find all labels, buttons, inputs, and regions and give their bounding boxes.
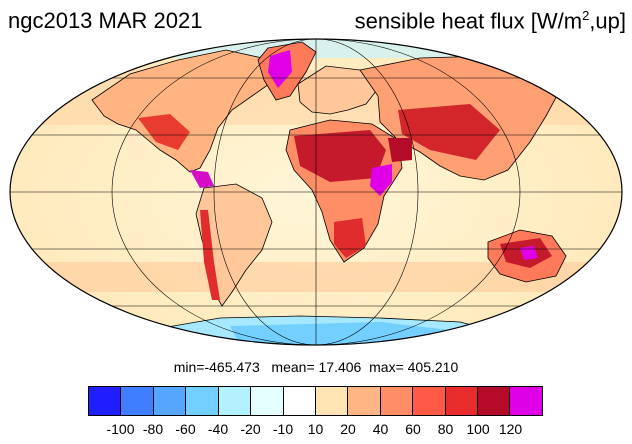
plot-title-left: ngc2013 MAR 2021 [8,8,203,33]
plot-title-right: sensible heat flux [W/m2,up] [355,8,626,34]
colorbar-tick-label: 100 [466,421,490,437]
colorbar-cell [251,387,284,415]
colorbar-tick-label: 80 [437,421,454,437]
colorbar-cell [413,387,446,415]
southern-africa-hotspot [334,218,366,258]
title-right-superscript: 2 [582,8,590,23]
colorbar [88,386,543,416]
min-label: min= [173,359,205,375]
colorbar-cell [348,387,381,415]
colorbar-cell [283,387,316,415]
central-america-hotspot [190,170,214,188]
colorbar-cell [153,387,187,415]
max-value: 405.210 [407,359,459,375]
sahara-hotspot [294,130,386,182]
asia-hotspot [398,104,500,160]
colorbar-tick-label: 60 [405,421,421,437]
colorbar-tick-label: -80 [142,421,164,437]
min-value: -465.473 [204,359,260,375]
meridian-line [111,39,521,345]
colorbar-tick-label: 120 [498,421,523,437]
colorbar-tick-label: 10 [307,421,324,437]
greenland-hotspot [268,50,292,88]
colorbar-tick-label: 20 [340,421,356,437]
mean-label: mean= [271,359,315,375]
colorbar-cell [121,387,154,415]
colorbar-cell [315,387,349,415]
colorbar-cell [445,387,479,415]
east-africa-hotspot [370,164,392,196]
colorbar-cell [510,387,542,415]
australia-magenta-hotspot [520,246,538,260]
graticule [10,39,622,345]
colorbar-tick-label: -60 [175,421,196,437]
north-america-landmass [91,49,273,173]
colorbar-tick-label: -40 [207,421,229,437]
title-right-suffix: ,up] [589,8,626,34]
colorbar-tick-label: 40 [372,421,389,437]
max-label: max= [369,359,404,375]
south-america-andes-hotspot [200,210,220,300]
stats-line: min=-465.473 mean= 17.406 max= 405.210 [0,359,632,375]
colorbar-cell [186,387,219,415]
mean-value: 17.406 [318,359,362,375]
colorbar-cell [478,387,511,415]
map-outline [9,38,623,346]
colorbar-cell [380,387,414,415]
colorbar-tick-label: -100 [106,421,135,437]
arabia-hotspot [388,138,412,162]
colorbar-cell [218,387,252,415]
title-right-prefix: sensible heat flux [W/m [354,8,583,34]
colorbar-tick-label: -10 [272,421,294,437]
colorbar-tick-label: -20 [240,421,261,437]
meridian-line [213,39,419,345]
north-america-hotspot [138,114,190,150]
colorbar-cell [89,387,122,415]
colorbar-labels: -100 -80 -60 -40 -20 -10 10 20 40 60 80 100 120 [0,421,632,441]
